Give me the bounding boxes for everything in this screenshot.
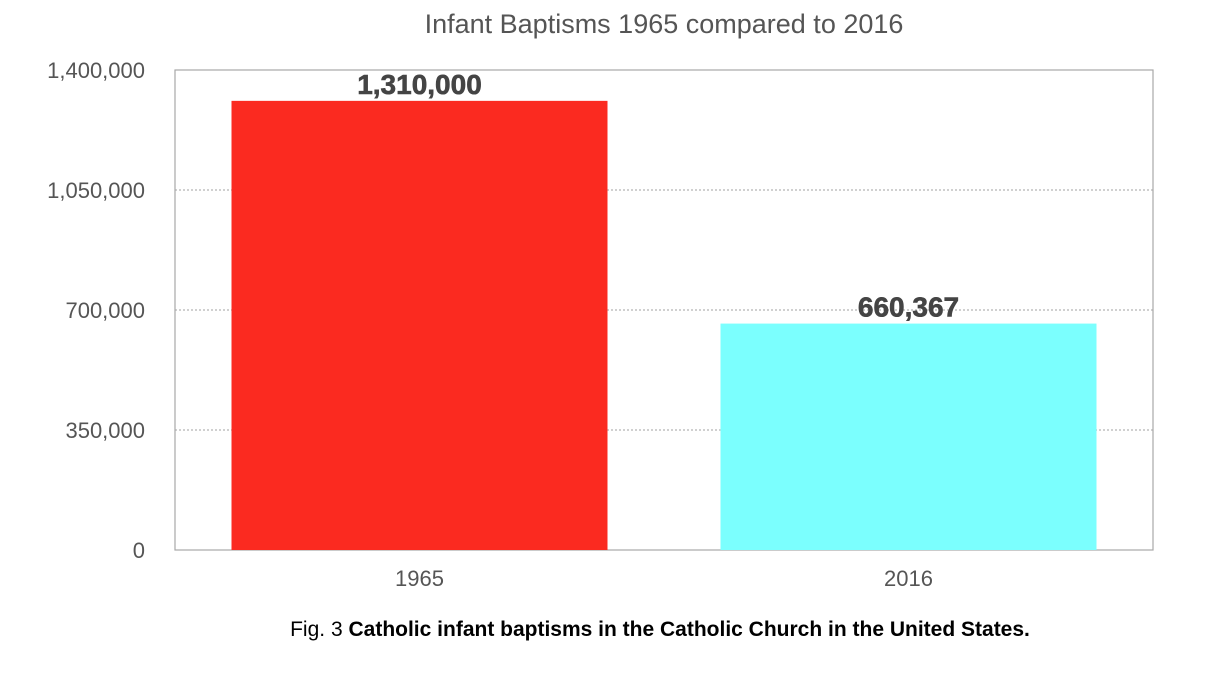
- plot-area-frame: [174, 69, 1154, 551]
- x-tick-label: 1965: [395, 566, 444, 591]
- y-tick-label: 0: [133, 538, 145, 563]
- bar-1965: [231, 100, 608, 550]
- x-tick-label: 2016: [884, 566, 933, 591]
- x-axis-tick-labels: 1965 2016: [395, 566, 933, 591]
- y-tick-label: 1,400,000: [47, 58, 145, 83]
- y-tick-label: 1,050,000: [47, 178, 145, 203]
- caption-text: Catholic infant baptisms in the Catholic…: [348, 618, 1030, 641]
- caption-prefix: Fig. 3: [290, 618, 343, 641]
- y-tick-label: 700,000: [65, 298, 145, 323]
- gridlines: [175, 189, 1153, 431]
- figure-caption: Fig. 3 Catholic infant baptisms in the C…: [0, 618, 1228, 642]
- y-tick-label: 350,000: [65, 418, 145, 443]
- data-label: 660,367: [858, 292, 959, 323]
- bars: [231, 100, 1097, 550]
- data-label: 1,310,000: [357, 69, 482, 100]
- y-axis-tick-labels: 0 350,000 700,000 1,050,000 1,400,000: [47, 58, 145, 563]
- chart-title: Infant Baptisms 1965 compared to 2016: [425, 9, 904, 39]
- data-labels: 1,310,000 660,367: [357, 69, 959, 323]
- bar-2016: [720, 323, 1097, 550]
